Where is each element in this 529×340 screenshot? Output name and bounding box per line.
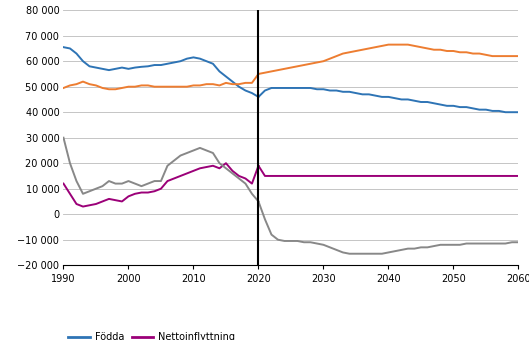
Legend: Födda, Döda, Nettoinflyttning, Förändring av folkmängden: Födda, Döda, Nettoinflyttning, Förändrin… [68,333,293,340]
